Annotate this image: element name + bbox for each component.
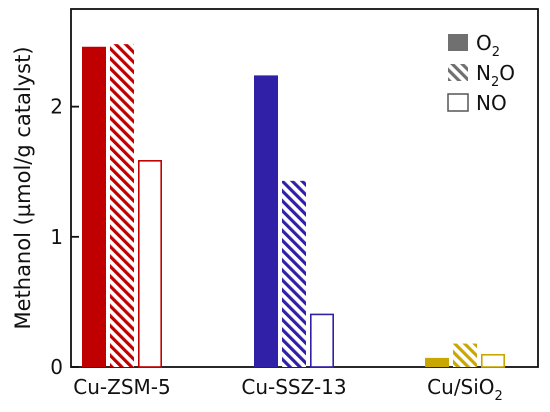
legend-swatch-o2 — [448, 34, 468, 51]
legend-label-o2: O2 — [476, 31, 500, 60]
y-tick-label: 1 — [50, 225, 63, 249]
x-axis-labels: Cu-ZSM-5 Cu-SSZ-13 Cu/SiO2 — [73, 375, 503, 404]
bar-n2o-2 — [453, 343, 477, 367]
bar-n2o-1 — [282, 180, 306, 367]
legend-swatch-n2o — [448, 64, 468, 81]
x-tick-label: Cu/SiO2 — [427, 375, 503, 404]
bar-n2o-0 — [110, 44, 134, 368]
bar-no-1 — [309, 313, 334, 368]
y-tick-label: 0 — [50, 355, 63, 379]
x-tick-label: Cu-ZSM-5 — [73, 375, 170, 399]
legend-label-no: NO — [476, 91, 507, 115]
y-tick-label: 2 — [50, 95, 63, 119]
bar-no-2 — [480, 353, 505, 368]
bar-o2-0 — [82, 46, 106, 368]
x-tick-label: Cu-SSZ-13 — [241, 375, 346, 399]
legend-swatch-no — [447, 93, 469, 112]
bars — [82, 44, 505, 368]
y-axis-title: Methanol (µmol/g catalyst) — [11, 46, 35, 329]
bar-o2-2 — [425, 357, 449, 367]
bar-o2-1 — [254, 75, 278, 367]
legend-label-n2o: N2O — [476, 61, 515, 90]
y-axis-ticks: 0 1 2 — [50, 95, 79, 379]
bar-no-0 — [138, 160, 163, 368]
